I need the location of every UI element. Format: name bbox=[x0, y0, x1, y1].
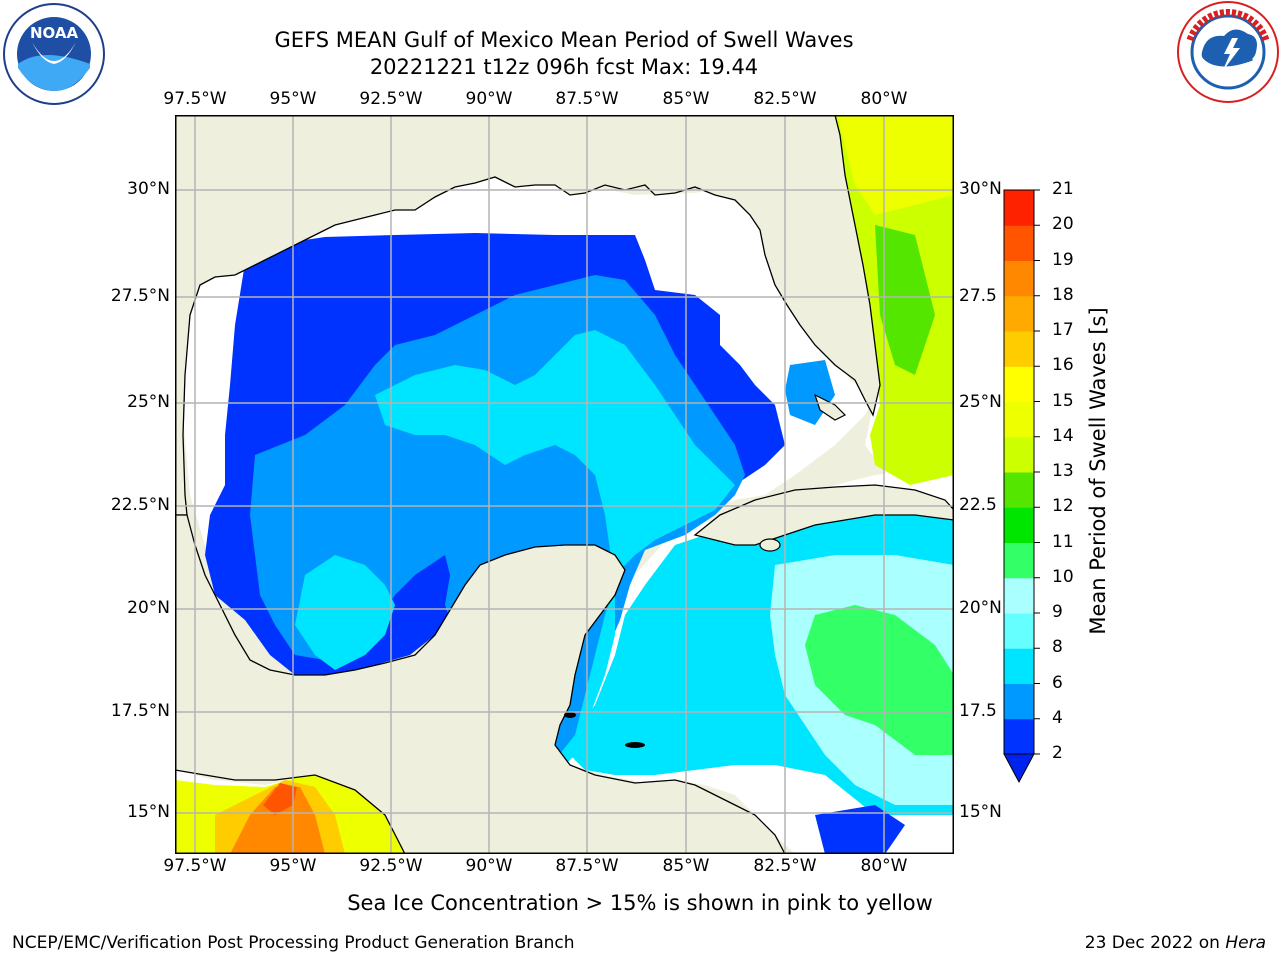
colorbar-tick-label: 20 bbox=[1052, 214, 1074, 235]
colorbar-segment bbox=[1004, 190, 1034, 226]
field-9-10s bbox=[805, 605, 954, 755]
colorbar-segment bbox=[1004, 366, 1034, 402]
lon-label-top: 97.5°W bbox=[163, 89, 227, 109]
lon-label-top: 90°W bbox=[465, 89, 513, 109]
colorbar-tick-label: 14 bbox=[1052, 425, 1074, 446]
colorbar-segment bbox=[1004, 613, 1034, 649]
noaa-logo: NOAA bbox=[2, 2, 106, 106]
map-gridlines bbox=[175, 115, 954, 854]
footer-host: Hera bbox=[1225, 933, 1266, 953]
colorbar-segment bbox=[1004, 683, 1034, 720]
nws-logo bbox=[1176, 0, 1280, 104]
colorbar-segment bbox=[1004, 260, 1034, 297]
colorbar-tick-label: 6 bbox=[1052, 672, 1063, 693]
colorbar-segment bbox=[1004, 718, 1034, 755]
colorbar-tick-label: 4 bbox=[1052, 707, 1063, 728]
svg-text:NOAA: NOAA bbox=[30, 24, 79, 42]
lon-label-bottom: 87.5°W bbox=[555, 856, 619, 876]
lat-label-right: 22.5 bbox=[959, 495, 997, 515]
footer-left: NCEP/EMC/Verification Post Processing Pr… bbox=[12, 933, 575, 953]
lon-label-bottom: 97.5°W bbox=[163, 856, 227, 876]
cuba-land bbox=[693, 484, 954, 546]
colorbar-segment bbox=[1004, 577, 1034, 614]
colorbar-segment bbox=[1004, 295, 1034, 332]
lon-label-bottom: 95°W bbox=[269, 856, 317, 876]
lon-label-top: 92.5°W bbox=[359, 89, 423, 109]
colorbar-tick-label: 16 bbox=[1052, 355, 1074, 376]
colorbar bbox=[1000, 186, 1050, 786]
colorbar-tick-label: 18 bbox=[1052, 284, 1074, 305]
colorbar-segment bbox=[1004, 401, 1034, 438]
colorbar-tick-label: 11 bbox=[1052, 531, 1074, 552]
colorbar-tick-label: 12 bbox=[1052, 496, 1074, 517]
colorbar-segment bbox=[1004, 472, 1034, 508]
lon-label-top: 95°W bbox=[269, 89, 317, 109]
lon-label-bottom: 82.5°W bbox=[753, 856, 817, 876]
colorbar-segment bbox=[1004, 648, 1034, 684]
lat-label-right: 25°N bbox=[959, 392, 1002, 412]
lat-label-left: 17.5°N bbox=[110, 701, 170, 721]
colorbar-segment bbox=[1004, 331, 1034, 367]
mexico-land bbox=[175, 514, 786, 854]
colorbar-segment bbox=[1004, 436, 1034, 473]
chart-title: GEFS MEAN Gulf of Mexico Mean Period of … bbox=[274, 28, 854, 52]
lon-label-bottom: 80°W bbox=[860, 856, 908, 876]
lat-label-left: 22.5°N bbox=[110, 495, 170, 515]
colorbar-segment bbox=[1004, 225, 1034, 261]
lon-label-top: 82.5°W bbox=[753, 89, 817, 109]
lat-label-left: 30°N bbox=[127, 179, 170, 199]
colorbar-tick-label: 9 bbox=[1052, 602, 1063, 622]
field-6-8s bbox=[375, 330, 735, 765]
colorbar-segment bbox=[1004, 542, 1034, 579]
sea-ice-note: Sea Ice Concentration > 15% is shown in … bbox=[347, 891, 933, 915]
colorbar-tick-label: 13 bbox=[1052, 461, 1074, 481]
us-land bbox=[175, 115, 881, 516]
lat-label-right: 17.5 bbox=[959, 701, 997, 721]
colorbar-tick-label: 15 bbox=[1052, 390, 1074, 411]
lat-label-right: 30°N bbox=[959, 179, 1002, 199]
lat-label-right: 20°N bbox=[959, 598, 1002, 618]
lon-label-top: 87.5°W bbox=[555, 89, 619, 109]
lat-label-left: 25°N bbox=[127, 392, 170, 412]
lat-label-right: 27.5 bbox=[959, 286, 997, 306]
map-panel bbox=[175, 115, 954, 854]
lon-label-bottom: 90°W bbox=[465, 856, 513, 876]
colorbar-label: Mean Period of Swell Waves [s] bbox=[1086, 307, 1110, 635]
map-frame bbox=[175, 115, 954, 854]
lon-label-bottom: 85°W bbox=[662, 856, 710, 876]
lat-label-right: 15°N bbox=[959, 802, 1002, 822]
footer-right: 23 Dec 2022 on Hera bbox=[1085, 933, 1266, 953]
colorbar-tick-label: 19 bbox=[1052, 249, 1074, 270]
lon-label-top: 85°W bbox=[662, 89, 710, 109]
colorbar-tick-label: 21 bbox=[1052, 179, 1074, 199]
lat-label-left: 27.5°N bbox=[110, 286, 170, 306]
lat-label-left: 20°N bbox=[127, 598, 170, 618]
colorbar-tick-label: 17 bbox=[1052, 320, 1074, 340]
footer-date: 23 Dec 2022 on bbox=[1084, 933, 1226, 953]
colorbar-extend bbox=[1003, 753, 1035, 784]
colorbar-tick-label: 8 bbox=[1052, 637, 1063, 658]
lon-label-top: 80°W bbox=[860, 89, 908, 109]
chart-subtitle: 20221221 t12z 096h fcst Max: 19.44 bbox=[369, 55, 759, 79]
lon-label-bottom: 92.5°W bbox=[359, 856, 423, 876]
colorbar-tick-label: 2 bbox=[1052, 743, 1063, 763]
colorbar-tick-label: 10 bbox=[1052, 566, 1074, 587]
colorbar-segment bbox=[1004, 507, 1034, 543]
lat-label-left: 15°N bbox=[127, 802, 170, 822]
